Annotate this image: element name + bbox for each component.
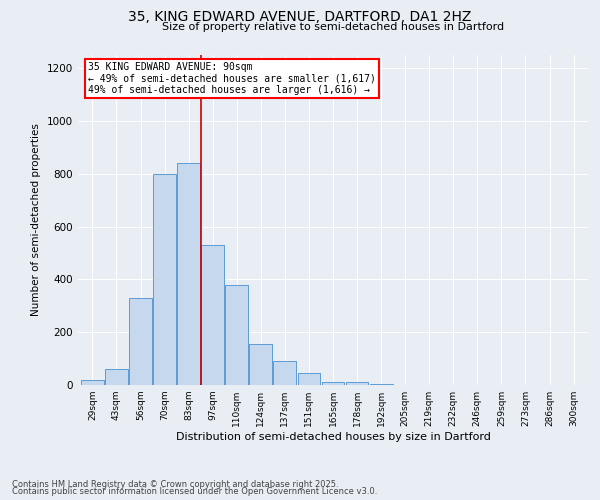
Bar xyxy=(250,344,272,385)
Text: 35, KING EDWARD AVENUE, DARTFORD, DA1 2HZ: 35, KING EDWARD AVENUE, DARTFORD, DA1 2H… xyxy=(128,10,472,24)
Bar xyxy=(177,163,200,385)
Bar xyxy=(370,384,392,385)
Text: Contains HM Land Registry data © Crown copyright and database right 2025.: Contains HM Land Registry data © Crown c… xyxy=(12,480,338,489)
X-axis label: Distribution of semi-detached houses by size in Dartford: Distribution of semi-detached houses by … xyxy=(176,432,490,442)
Y-axis label: Number of semi-detached properties: Number of semi-detached properties xyxy=(31,124,41,316)
Bar xyxy=(346,382,368,385)
Bar xyxy=(105,369,128,385)
Bar xyxy=(274,361,296,385)
Text: 35 KING EDWARD AVENUE: 90sqm
← 49% of semi-detached houses are smaller (1,617)
4: 35 KING EDWARD AVENUE: 90sqm ← 49% of se… xyxy=(88,62,376,95)
Bar xyxy=(298,373,320,385)
Title: Size of property relative to semi-detached houses in Dartford: Size of property relative to semi-detach… xyxy=(162,22,504,32)
Bar xyxy=(226,284,248,385)
Text: Contains public sector information licensed under the Open Government Licence v3: Contains public sector information licen… xyxy=(12,487,377,496)
Bar xyxy=(129,298,152,385)
Bar xyxy=(81,380,104,385)
Bar xyxy=(322,382,344,385)
Bar xyxy=(201,245,224,385)
Bar xyxy=(153,174,176,385)
